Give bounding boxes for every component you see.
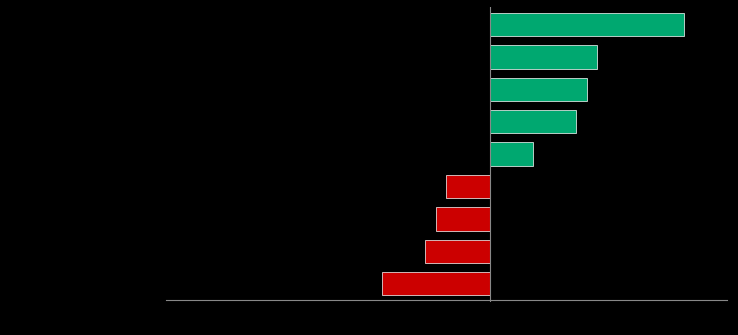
Bar <box>489 78 587 101</box>
Bar <box>446 175 489 198</box>
Bar <box>425 240 489 263</box>
Bar <box>489 13 684 36</box>
Bar <box>489 142 533 166</box>
Bar <box>489 110 576 133</box>
Bar <box>435 207 489 230</box>
Bar <box>382 272 489 295</box>
Bar <box>489 45 598 69</box>
